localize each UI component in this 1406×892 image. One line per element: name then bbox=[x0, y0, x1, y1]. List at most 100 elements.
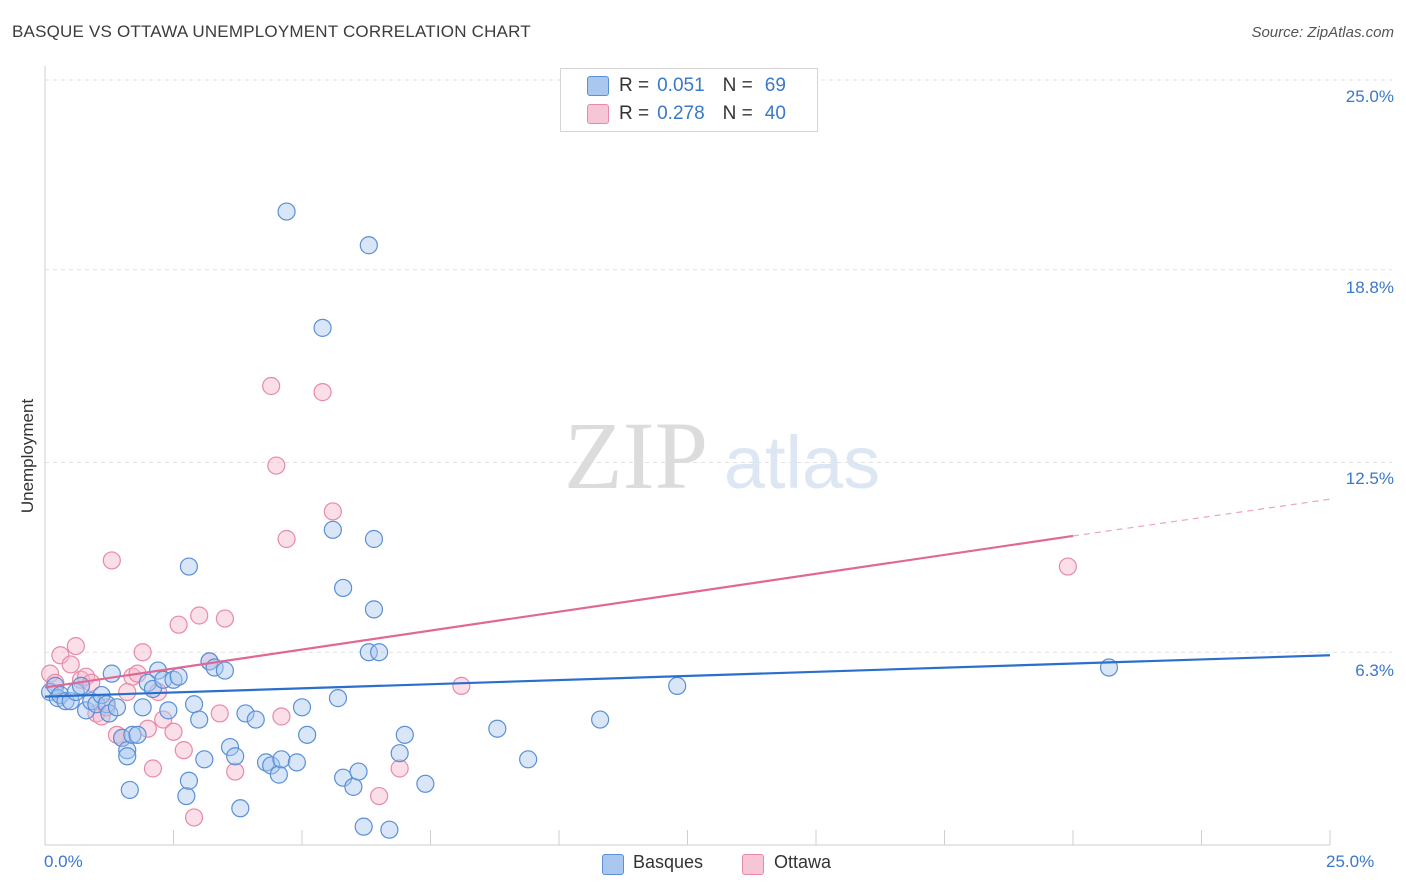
basque-point bbox=[364, 600, 384, 619]
basque-point bbox=[262, 756, 281, 775]
basque-point bbox=[107, 698, 127, 717]
r-value: 0.278 bbox=[657, 103, 705, 124]
basque-point bbox=[334, 768, 353, 787]
ottawa-point bbox=[164, 722, 183, 741]
basque-point bbox=[226, 747, 245, 766]
basque-point bbox=[184, 695, 204, 714]
basque-point bbox=[123, 725, 142, 744]
watermark: ZIP atlas bbox=[564, 402, 880, 509]
basque-point bbox=[359, 236, 378, 255]
ottawa-point bbox=[138, 719, 157, 738]
legend-basques-swatch bbox=[602, 854, 624, 875]
ottawa-point bbox=[169, 615, 188, 634]
ottawa-point bbox=[277, 529, 296, 549]
ottawa-point bbox=[143, 759, 163, 778]
n-value: 69 bbox=[764, 75, 786, 96]
axes bbox=[44, 66, 1331, 846]
ottawa-swatch bbox=[587, 104, 609, 124]
ottawa-point bbox=[452, 676, 471, 695]
watermark-atlas: atlas bbox=[724, 421, 880, 504]
ottawa-stats-row: R = 0.278 N = 40 bbox=[619, 100, 786, 128]
basque-point bbox=[118, 747, 137, 766]
basque-point bbox=[390, 744, 409, 763]
x-tick-label-max: 25.0% bbox=[1326, 852, 1375, 871]
basque-swatch bbox=[587, 76, 609, 96]
ottawa-point bbox=[190, 606, 209, 625]
basque-point bbox=[354, 817, 373, 836]
ottawa-point bbox=[210, 704, 229, 723]
basque-point bbox=[359, 643, 378, 662]
basque-point bbox=[380, 820, 399, 839]
basque-stats-row: R = 0.051 N = 69 bbox=[619, 72, 786, 100]
stats-box: R = 0.051 N = 69 R = 0.278 N = 40 bbox=[560, 68, 818, 132]
basque-point bbox=[328, 689, 348, 708]
basque-point bbox=[82, 692, 101, 711]
basque-point bbox=[159, 701, 178, 720]
ottawa-point bbox=[66, 636, 85, 656]
y-tick-label: 12.5% bbox=[1345, 469, 1394, 488]
y-tick-label: 6.3% bbox=[1355, 661, 1394, 680]
basque-point bbox=[519, 750, 538, 769]
ottawa-point bbox=[1058, 557, 1077, 576]
ottawa-point bbox=[323, 502, 342, 521]
r-label: R = bbox=[619, 103, 650, 124]
basque-trend-line bbox=[44, 654, 1331, 698]
basque-point bbox=[591, 710, 610, 729]
basque-points bbox=[41, 202, 1119, 839]
gridlines bbox=[45, 79, 1392, 653]
ottawa-trend-line bbox=[44, 534, 1074, 689]
basque-point bbox=[102, 664, 121, 683]
legend-ottawa-label: Ottawa bbox=[774, 852, 832, 872]
basque-point bbox=[323, 520, 342, 539]
basque-point bbox=[269, 765, 288, 784]
basque-point bbox=[277, 202, 296, 221]
ottawa-point bbox=[133, 643, 152, 662]
ottawa-point bbox=[390, 759, 409, 778]
basque-point bbox=[77, 701, 96, 720]
r-value: 0.051 bbox=[657, 75, 705, 96]
basque-point bbox=[272, 750, 291, 769]
basque-point bbox=[344, 777, 363, 796]
ottawa-point bbox=[154, 710, 173, 729]
basque-point bbox=[190, 710, 209, 729]
ottawa-point bbox=[272, 707, 291, 726]
ottawa-point bbox=[370, 786, 389, 806]
basque-point bbox=[349, 762, 368, 781]
ottawa-point bbox=[313, 383, 332, 402]
ottawa-point bbox=[61, 655, 80, 674]
ottawa-point bbox=[102, 551, 121, 570]
basque-point bbox=[298, 725, 317, 744]
basque-point bbox=[154, 670, 173, 689]
chart-title: BASQUE VS OTTAWA UNEMPLOYMENT CORRELATIO… bbox=[12, 22, 531, 41]
basque-point bbox=[256, 753, 276, 772]
ottawa-point bbox=[174, 741, 193, 760]
ottawa-point bbox=[118, 682, 137, 702]
basque-point bbox=[215, 661, 234, 680]
basque-point bbox=[169, 667, 188, 686]
basque-point bbox=[179, 557, 199, 576]
basque-point bbox=[195, 750, 214, 769]
basque-point bbox=[334, 578, 353, 598]
basque-point bbox=[164, 670, 183, 689]
n-label: N = bbox=[722, 75, 753, 96]
r-label: R = bbox=[619, 75, 650, 96]
ottawa-trend-extension bbox=[1072, 498, 1331, 537]
basque-point bbox=[416, 774, 435, 793]
source-label: Source: ZipAtlas.com bbox=[1251, 24, 1394, 41]
legend-ottawa-swatch bbox=[742, 854, 764, 875]
trend-lines bbox=[44, 498, 1331, 698]
basque-point bbox=[292, 698, 312, 717]
y-tick-label: 18.8% bbox=[1345, 278, 1394, 297]
basque-point bbox=[71, 676, 91, 695]
basque-point bbox=[128, 725, 147, 744]
basque-point bbox=[179, 771, 199, 790]
basque-point bbox=[395, 725, 414, 744]
ottawa-points bbox=[41, 376, 1077, 827]
legend-basques-label: Basques bbox=[633, 852, 704, 872]
basque-point bbox=[313, 318, 332, 337]
y-tick-label: 25.0% bbox=[1345, 87, 1394, 106]
basque-point bbox=[668, 676, 687, 695]
ottawa-point bbox=[267, 456, 286, 475]
ottawa-point bbox=[262, 376, 281, 396]
